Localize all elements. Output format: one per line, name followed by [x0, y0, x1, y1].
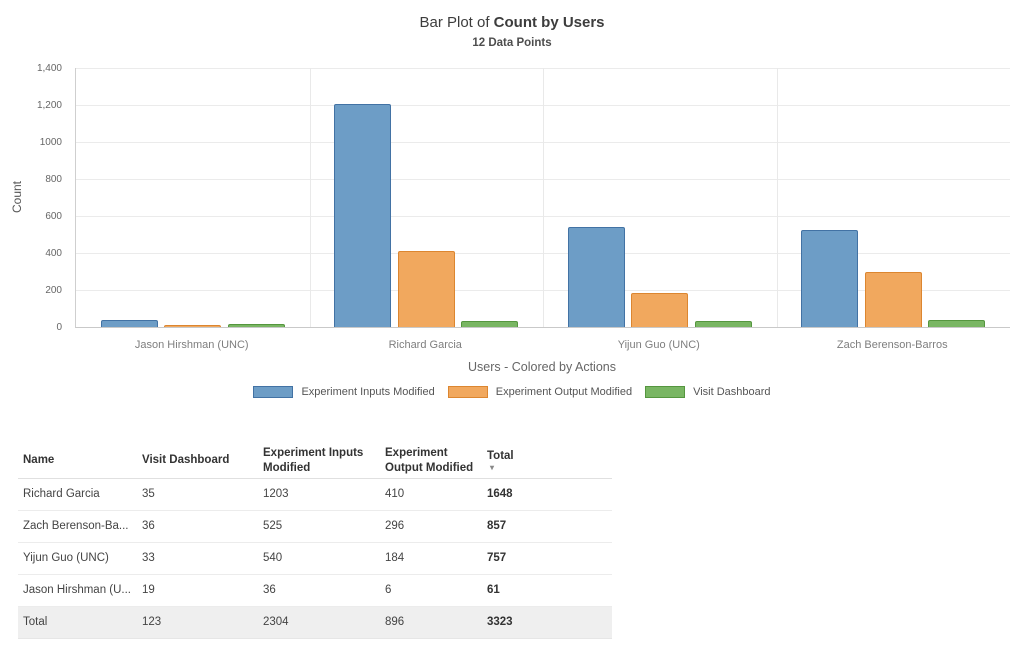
summary-table: Name Visit Dashboard Experiment Inputs Mod…: [18, 443, 612, 639]
y-axis-tick-label: 1000: [39, 137, 62, 148]
chart-bar[interactable]: [100, 320, 158, 327]
table-cell-visit: 33: [142, 552, 155, 565]
y-axis-tick-label: 1,400: [36, 63, 62, 74]
y-axis-tick-label: 600: [45, 211, 62, 222]
table-cell-name: Total: [23, 616, 48, 629]
table-cell-inputs: 525: [263, 520, 283, 533]
chart-legend: Experiment Inputs Modified Experiment Out…: [0, 386, 1024, 398]
table-cell-output: 184: [385, 552, 405, 565]
table-cell-inputs: 540: [263, 552, 283, 565]
y-axis-tick-label: 1,200: [36, 100, 62, 111]
chart-bar[interactable]: [164, 324, 222, 327]
legend-swatch: [253, 386, 294, 398]
category-separator: [543, 68, 544, 327]
category-separator: [309, 68, 311, 327]
chart-bar[interactable]: [801, 229, 859, 327]
table-cell-total: 61: [487, 584, 500, 597]
table-cell-inputs: 2304: [263, 616, 289, 629]
column-header-output[interactable]: Experiment Output Modified: [385, 447, 474, 474]
table-cell-visit: 35: [142, 488, 155, 501]
chart-bar[interactable]: [397, 251, 455, 327]
chart-title-prefix: Bar Plot of: [419, 14, 494, 31]
table-cell-inputs: 1203: [263, 488, 289, 501]
category-separator: [776, 68, 778, 327]
table-row: Jason Hirshman (U... 19 36 6 61: [18, 575, 612, 607]
x-axis-category-label: Yijun Guo (UNC): [617, 339, 700, 351]
chart-title-emphasis: Count by Users: [493, 14, 605, 31]
legend-label: Experiment Inputs Modified: [301, 386, 435, 398]
chart-bar[interactable]: [227, 323, 285, 327]
table-row: Richard Garcia 35 1203 410 1648: [18, 479, 612, 511]
legend-item[interactable]: Experiment Inputs Modified: [253, 386, 435, 398]
table-row: Zach Berenson-Ba... 36 525 296 857: [18, 511, 612, 543]
table-body: Richard Garcia 35 1203 410 1648 Zach Berenson…: [18, 479, 612, 639]
x-axis-category-label: Richard Garcia: [388, 339, 462, 351]
chart-bar[interactable]: [334, 104, 392, 327]
legend-swatch: [645, 386, 686, 398]
table-cell-output: 896: [385, 616, 405, 629]
table-cell-total: 857: [487, 520, 507, 533]
y-axis-tick-label: 800: [45, 174, 62, 185]
chart-bar[interactable]: [864, 272, 922, 327]
legend-label: Experiment Output Modified: [495, 386, 633, 398]
table-total-row: Total 123 2304 896 3323: [18, 607, 612, 639]
x-axis-category-label: Zach Berenson-Barros: [836, 339, 948, 351]
table-cell-total: 3323: [487, 616, 513, 629]
table-cell-visit: 19: [142, 584, 155, 597]
column-header-inputs[interactable]: Experiment Inputs Modified: [263, 447, 364, 474]
table-cell-name: Jason Hirshman (U...: [23, 584, 132, 597]
legend-swatch: [447, 386, 488, 398]
table-cell-visit: 123: [142, 616, 162, 629]
chart-bar[interactable]: [928, 320, 986, 327]
chart-bar[interactable]: [567, 227, 625, 327]
sort-desc-icon: ▾: [490, 463, 495, 473]
table-row: Yijun Guo (UNC) 33 540 184 757: [18, 543, 612, 575]
table-cell-name: Zach Berenson-Ba...: [23, 520, 129, 533]
column-header-visit[interactable]: Visit Dashboard: [142, 454, 230, 467]
column-header-name[interactable]: Name: [23, 454, 55, 467]
x-axis-category-label: Jason Hirshman (UNC): [134, 339, 249, 351]
chart-bar[interactable]: [631, 292, 689, 327]
column-header-total[interactable]: Total ▾: [487, 449, 612, 472]
plot-area: [75, 68, 1010, 328]
y-axis-tick-label: 400: [45, 248, 62, 259]
chart-subtitle: 12 Data Points: [472, 37, 552, 49]
y-axis-tick-label: 200: [45, 285, 62, 296]
x-axis-title: Users - Colored by Actions: [468, 360, 616, 374]
table-header-row: Name Visit Dashboard Experiment Inputs Mod…: [18, 443, 612, 479]
table-cell-output: 6: [385, 584, 392, 597]
legend-item[interactable]: Experiment Output Modified: [447, 386, 633, 398]
table-cell-inputs: 36: [263, 584, 276, 597]
table-cell-output: 296: [385, 520, 405, 533]
chart-bar[interactable]: [461, 320, 519, 327]
y-axis-tick-label: 0: [56, 322, 62, 333]
chart-bar[interactable]: [694, 320, 752, 327]
y-axis-title: Count: [10, 180, 24, 214]
legend-item[interactable]: Visit Dashboard: [645, 386, 771, 398]
table-cell-output: 410: [385, 488, 405, 501]
table-cell-total: 1648: [487, 488, 513, 501]
table-cell-name: Richard Garcia: [23, 488, 100, 501]
table-cell-visit: 36: [142, 520, 155, 533]
table-cell-total: 757: [487, 552, 507, 565]
chart-title: Bar Plot of Count by Users: [0, 14, 1024, 31]
table-cell-name: Yijun Guo (UNC): [23, 552, 109, 565]
legend-label: Visit Dashboard: [693, 386, 771, 398]
